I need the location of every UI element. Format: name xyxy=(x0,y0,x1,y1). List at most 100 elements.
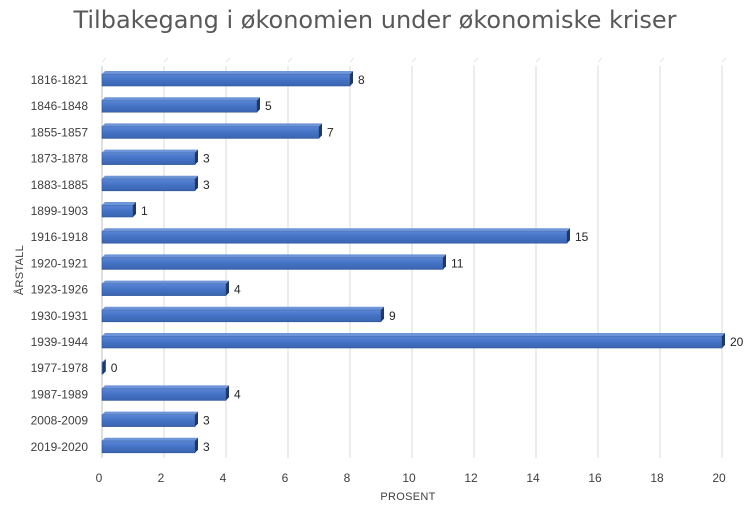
bar-side-1916-1918 xyxy=(567,228,570,244)
category-label-1920-1921: 1920-1921 xyxy=(31,256,89,270)
data-label-1923-1926: 4 xyxy=(234,283,241,297)
gridline-depth-5 xyxy=(411,57,417,63)
bar-side-1923-1926 xyxy=(226,280,229,296)
category-label-2008-2009: 2008-2009 xyxy=(31,414,89,428)
bar-side-1883-1885 xyxy=(195,175,198,191)
data-label-1816-1821: 8 xyxy=(358,73,365,87)
bar-top-1816-1821 xyxy=(102,71,353,74)
x-tick-label-16: 16 xyxy=(588,471,602,485)
bar-1846-1848 xyxy=(101,99,258,113)
bar-top-1923-1926 xyxy=(102,280,229,284)
y-axis-label: ÅRSTALL xyxy=(13,245,26,295)
x-tick-label-0: 0 xyxy=(96,471,103,485)
bar-side-1920-1921 xyxy=(443,254,446,270)
bar-side-1977-1978 xyxy=(102,359,106,375)
bar-1939-1944 xyxy=(101,335,723,349)
bar-top-1916-1918 xyxy=(102,228,570,232)
gridline-depth-0 xyxy=(101,57,107,63)
gridline-depth-6 xyxy=(473,57,479,63)
bar-1923-1926 xyxy=(101,283,227,296)
gridline-depth-8 xyxy=(597,57,603,63)
bar-1816-1821 xyxy=(101,73,351,87)
category-label-1816-1821: 1816-1821 xyxy=(31,73,89,87)
x-tick-label-8: 8 xyxy=(344,471,351,485)
bar-side-1846-1848 xyxy=(257,97,260,113)
bar-side-2019-2020 xyxy=(195,437,198,453)
bar-top-1920-1921 xyxy=(102,254,446,258)
data-label-1916-1918: 15 xyxy=(575,230,589,244)
bar-1899-1903 xyxy=(101,204,134,218)
bar-side-1816-1821 xyxy=(350,71,353,86)
gridline-depth-7 xyxy=(535,57,541,63)
x-tick-label-2: 2 xyxy=(158,471,165,485)
bar-1920-1921 xyxy=(101,257,444,270)
bar-top-1977-1978 xyxy=(102,359,106,363)
category-label-1899-1903: 1899-1903 xyxy=(31,204,89,218)
bar-2019-2020 xyxy=(101,440,196,454)
x-tick-label-10: 10 xyxy=(402,471,416,485)
bar-1987-1989 xyxy=(101,388,227,401)
data-label-1855-1857: 7 xyxy=(327,125,334,139)
x-tick-label-6: 6 xyxy=(282,471,289,485)
data-label-1883-1885: 3 xyxy=(203,178,210,192)
category-label-1916-1918: 1916-1918 xyxy=(31,230,89,244)
category-label-1846-1848: 1846-1848 xyxy=(31,99,89,113)
bar-side-1899-1903 xyxy=(133,202,136,217)
category-label-1939-1944: 1939-1944 xyxy=(31,335,89,349)
x-tick-label-20: 20 xyxy=(712,471,726,485)
bar-1883-1885 xyxy=(101,178,196,192)
bar-top-1855-1857 xyxy=(102,123,322,127)
bar-top-2008-2009 xyxy=(102,411,198,415)
x-tick-label-4: 4 xyxy=(220,471,227,485)
gridline-depth-10 xyxy=(721,57,727,63)
data-label-1930-1931: 9 xyxy=(389,309,396,323)
data-label-1939-1944: 20 xyxy=(730,335,744,349)
gridline-depth-4 xyxy=(349,57,355,63)
bar-side-1987-1989 xyxy=(226,385,229,401)
bar-side-2008-2009 xyxy=(195,411,198,427)
x-tick-label-14: 14 xyxy=(526,471,540,485)
category-label-1923-1926: 1923-1926 xyxy=(31,283,89,297)
bar-1855-1857 xyxy=(101,126,320,139)
gridline-depth-9 xyxy=(659,57,665,63)
bar-top-1883-1885 xyxy=(102,175,198,179)
data-label-1873-1878: 3 xyxy=(203,152,210,166)
bar-1873-1878 xyxy=(101,152,196,165)
bar-side-1855-1857 xyxy=(319,123,322,139)
data-label-1987-1989: 4 xyxy=(234,387,241,401)
gridline-depth-1 xyxy=(163,57,169,63)
category-label-1855-1857: 1855-1857 xyxy=(31,125,89,139)
bar-side-1873-1878 xyxy=(195,149,198,165)
bar-top-2019-2020 xyxy=(102,437,198,441)
data-label-1977-1978: 0 xyxy=(111,361,118,375)
bar-1977-1978 xyxy=(101,361,104,375)
category-label-1930-1931: 1930-1931 xyxy=(31,309,89,323)
gridline-depth-2 xyxy=(225,57,231,63)
x-axis-label: PROSENT xyxy=(380,491,435,503)
category-label-2019-2020: 2019-2020 xyxy=(31,440,89,454)
x-tick-label-18: 18 xyxy=(650,471,664,485)
category-label-1987-1989: 1987-1989 xyxy=(31,387,89,401)
data-label-2008-2009: 3 xyxy=(203,414,210,428)
bar-top-1939-1944 xyxy=(102,333,725,336)
bar-side-1930-1931 xyxy=(381,306,384,322)
bar-2008-2009 xyxy=(101,414,196,427)
bar-top-1873-1878 xyxy=(102,149,198,153)
data-label-1899-1903: 1 xyxy=(141,204,148,218)
bar-1916-1918 xyxy=(101,230,568,244)
data-label-1920-1921: 11 xyxy=(451,256,464,270)
x-tick-label-12: 12 xyxy=(464,471,478,485)
category-label-1873-1878: 1873-1878 xyxy=(31,152,89,166)
bar-top-1899-1903 xyxy=(102,202,136,205)
chart-title: Tilbakegang i økonomien under økonomiske… xyxy=(73,6,677,34)
category-label-1883-1885: 1883-1885 xyxy=(31,178,89,192)
data-label-2019-2020: 3 xyxy=(203,440,210,454)
data-label-1846-1848: 5 xyxy=(265,99,272,113)
bar-top-1987-1989 xyxy=(102,385,229,389)
bar-side-1939-1944 xyxy=(722,333,725,348)
category-labels: 1816-1821 1846-1848 1855-1857 1873-1878 1883… xyxy=(31,73,89,454)
category-label-1977-1978: 1977-1978 xyxy=(31,361,89,375)
gridline-depth-3 xyxy=(287,57,293,63)
bar-1930-1931 xyxy=(101,309,382,323)
